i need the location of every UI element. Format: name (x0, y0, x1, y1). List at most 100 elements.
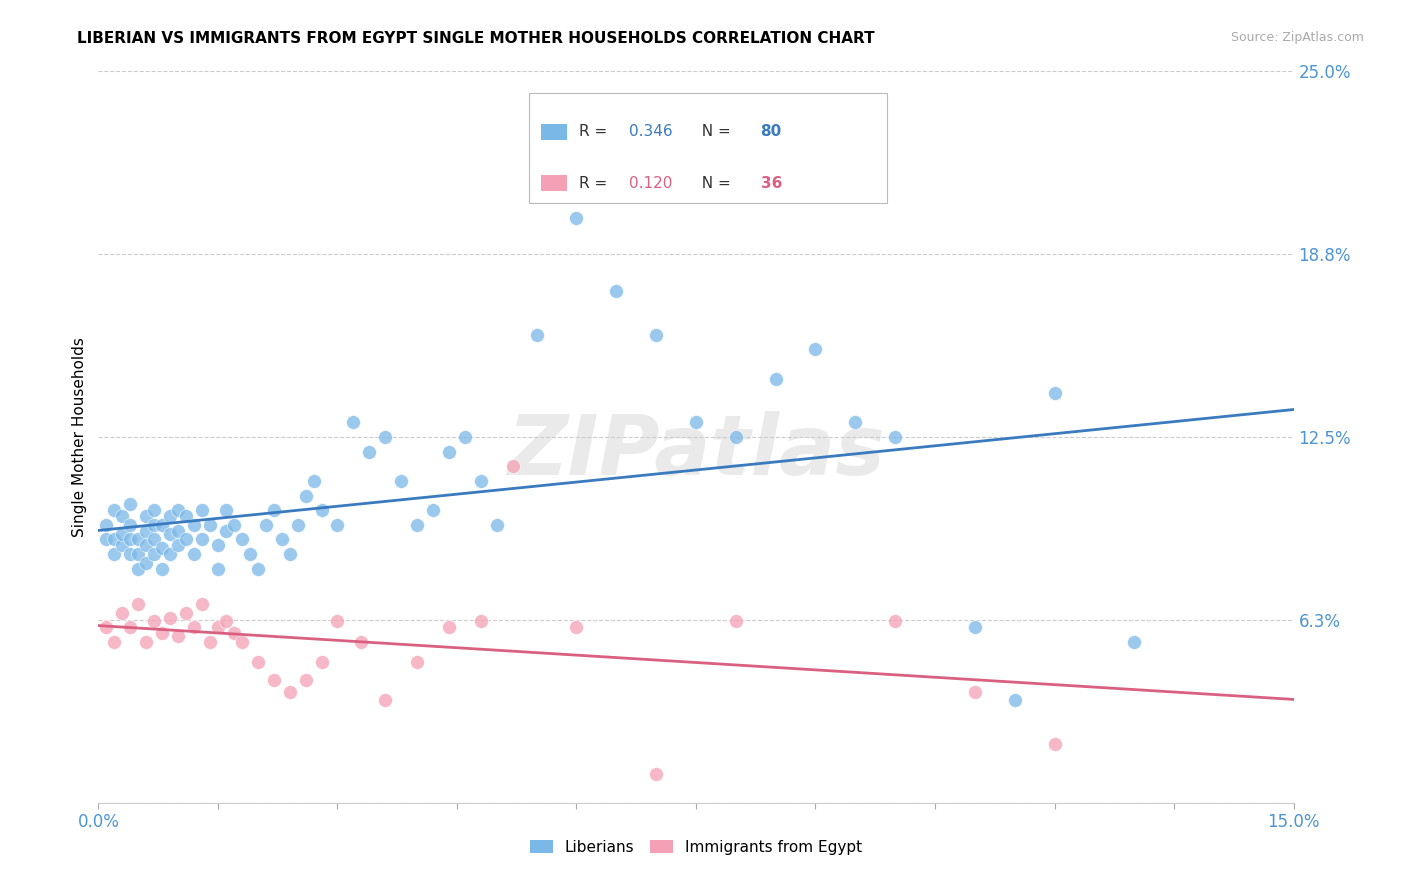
Point (359, 444, 381, 458)
Point (406, 656, 429, 670)
Point (263, 503, 285, 517)
Point (150, 517, 173, 532)
Point (103, 503, 125, 517)
Point (278, 547, 301, 561)
Point (103, 547, 125, 561)
Point (159, 611, 181, 625)
Point (963, 620, 986, 634)
Text: N =: N = (692, 124, 735, 139)
Point (174, 533, 197, 547)
Point (311, 656, 333, 670)
FancyBboxPatch shape (541, 175, 567, 191)
Point (422, 503, 444, 517)
Text: 80: 80 (761, 124, 782, 139)
Point (437, 620, 460, 634)
Point (470, 615, 492, 629)
Text: ZIPatlas: ZIPatlas (508, 411, 884, 492)
Point (111, 526, 134, 541)
Point (159, 509, 181, 524)
Point (207, 538, 229, 552)
Point (374, 430, 396, 444)
Point (1043, 386, 1066, 401)
Point (198, 517, 221, 532)
Point (191, 533, 214, 547)
Point (326, 517, 349, 532)
Text: 0.120: 0.120 (628, 176, 672, 191)
Point (207, 562, 229, 576)
Point (884, 615, 907, 629)
Point (565, 620, 588, 634)
Text: R =: R = (579, 124, 612, 139)
Point (159, 526, 181, 541)
Point (294, 489, 316, 503)
Text: R =: R = (579, 176, 612, 191)
Point (294, 673, 316, 687)
Point (143, 615, 166, 629)
Point (215, 615, 238, 629)
Point (454, 430, 477, 444)
Point (485, 517, 508, 532)
Text: N =: N = (692, 176, 735, 191)
Point (1043, 737, 1066, 751)
Point (231, 635, 253, 649)
Point (103, 635, 125, 649)
Text: LIBERIAN VS IMMIGRANTS FROM EGYPT SINGLE MOTHER HOUSEHOLDS CORRELATION CHART: LIBERIAN VS IMMIGRANTS FROM EGYPT SINGLE… (77, 31, 875, 46)
Point (111, 538, 134, 552)
Point (437, 444, 460, 458)
Point (143, 547, 166, 561)
Point (135, 538, 157, 552)
Point (645, 327, 668, 342)
Point (239, 547, 262, 561)
Point (150, 541, 173, 556)
Point (1004, 693, 1026, 707)
Point (167, 538, 190, 552)
Text: Source: ZipAtlas.com: Source: ZipAtlas.com (1230, 31, 1364, 45)
Point (150, 626, 173, 640)
Point (135, 556, 157, 570)
Point (685, 416, 707, 430)
Point (765, 371, 787, 385)
Point (183, 547, 205, 561)
Point (183, 620, 205, 634)
Point (120, 497, 142, 511)
Point (111, 606, 134, 620)
Legend: Liberians, Immigrants from Egypt: Liberians, Immigrants from Egypt (523, 834, 869, 861)
Point (246, 656, 269, 670)
Point (120, 533, 142, 547)
Point (724, 615, 747, 629)
Point (96, 620, 118, 634)
Point (326, 615, 349, 629)
Point (222, 517, 245, 532)
Point (502, 459, 524, 474)
Point (167, 524, 190, 538)
Point (135, 635, 157, 649)
Point (406, 517, 429, 532)
Point (526, 327, 548, 342)
Point (254, 517, 277, 532)
Point (174, 509, 197, 524)
Point (127, 562, 149, 576)
Point (470, 474, 492, 488)
Point (103, 533, 125, 547)
Point (120, 547, 142, 561)
Point (374, 693, 396, 707)
Point (143, 533, 166, 547)
Point (96, 517, 118, 532)
Point (120, 517, 142, 532)
Y-axis label: Single Mother Households: Single Mother Households (72, 337, 87, 537)
Point (135, 509, 157, 524)
Point (963, 684, 986, 698)
Point (150, 562, 173, 576)
FancyBboxPatch shape (529, 94, 887, 203)
Point (804, 343, 827, 357)
Point (174, 606, 197, 620)
Point (191, 503, 214, 517)
Point (96, 533, 118, 547)
Point (844, 416, 866, 430)
Point (270, 533, 292, 547)
Point (159, 547, 181, 561)
Point (215, 524, 238, 538)
Point (143, 503, 166, 517)
Point (135, 524, 157, 538)
Point (1123, 635, 1146, 649)
